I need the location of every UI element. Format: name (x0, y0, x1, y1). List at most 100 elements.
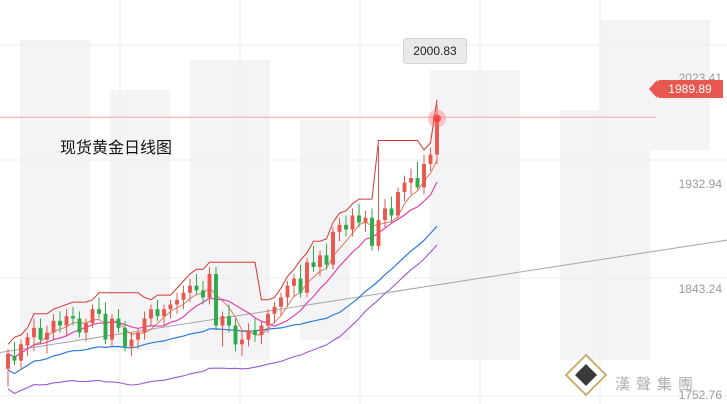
candle-60 (396, 187, 400, 221)
candle-49 (324, 243, 329, 270)
candle-43 (285, 281, 290, 307)
bg-block-4 (430, 70, 520, 360)
chart-title: 现货黄金日线图 (60, 138, 173, 157)
brand-logo-inner (575, 364, 597, 386)
candle-61 (402, 175, 407, 202)
candle-body-7 (51, 320, 56, 333)
candle-4 (32, 318, 36, 352)
candle-body-49 (324, 255, 329, 265)
candle-54 (357, 203, 361, 228)
candle-53 (350, 208, 355, 237)
price-axis-label-3: 1752.76 (679, 388, 723, 402)
candle-0 (6, 348, 10, 387)
candle-41 (272, 302, 277, 324)
candle-24 (162, 304, 166, 326)
candle-42 (279, 292, 283, 317)
candle-9 (64, 309, 69, 335)
candlestick-series (6, 104, 439, 387)
candle-48 (318, 250, 322, 277)
candle-18 (123, 320, 127, 352)
candle-33 (220, 311, 225, 347)
candle-body-63 (415, 177, 420, 188)
candle-body-65 (428, 154, 433, 164)
candle-63 (415, 161, 420, 190)
candle-body-3 (25, 337, 30, 346)
candle-body-36 (240, 339, 244, 345)
candle-body-26 (175, 299, 179, 305)
candle-26 (175, 292, 179, 314)
current-price-tag: 1989.89 (649, 80, 723, 98)
candle-55 (363, 210, 368, 232)
candle-40 (266, 309, 270, 333)
upper-band-line (7, 99, 438, 345)
candle-body-43 (285, 285, 290, 298)
candle-body-64 (422, 163, 426, 188)
candle-body-6 (45, 332, 49, 340)
candle-16 (110, 313, 114, 347)
candle-body-66 (435, 117, 439, 155)
candle-19 (129, 332, 134, 356)
candle-47 (311, 245, 316, 272)
candle-6 (45, 325, 49, 354)
peak-price-label: 2000.83 (403, 38, 467, 64)
candle-31 (207, 266, 212, 305)
candle-22 (149, 304, 153, 326)
candle-29 (194, 274, 199, 296)
current-price-dot (433, 114, 441, 123)
brand-watermark: 漢聲集團 (615, 375, 700, 393)
candle-body-27 (181, 292, 186, 300)
candle-body-52 (344, 224, 348, 230)
candle-46 (305, 257, 309, 298)
candle-body-12 (84, 323, 88, 333)
candle-body-19 (129, 339, 134, 347)
candle-body-47 (311, 262, 316, 267)
bg-block-2 (190, 60, 270, 360)
candle-body-55 (363, 217, 368, 223)
candle-body-24 (162, 309, 166, 317)
candle-36 (240, 330, 244, 356)
candle-body-35 (233, 325, 238, 345)
candle-body-60 (396, 192, 400, 216)
candle-64 (422, 154, 426, 195)
candle-body-62 (409, 177, 413, 183)
candle-39 (259, 320, 264, 345)
candle-body-13 (90, 309, 95, 324)
price-axis-label-1: 1932.94 (679, 177, 723, 191)
candle-8 (58, 311, 62, 333)
candle-body-31 (207, 274, 212, 298)
candle-body-2 (19, 344, 23, 361)
candle-body-25 (168, 304, 173, 310)
candle-23 (155, 299, 160, 321)
candle-37 (246, 323, 251, 347)
candle-body-20 (136, 332, 140, 340)
candle-body-4 (32, 327, 36, 338)
candle-59 (389, 196, 394, 223)
candle-30 (201, 281, 205, 305)
candle-28 (188, 278, 192, 303)
candle-body-29 (194, 285, 199, 291)
bg-block-3 (300, 120, 350, 340)
candle-body-33 (220, 316, 225, 326)
background-pattern (20, 20, 710, 360)
candle-body-42 (279, 297, 283, 307)
candle-body-10 (71, 316, 75, 319)
candle-25 (168, 299, 173, 319)
candle-32 (214, 266, 218, 331)
candle-body-21 (142, 318, 147, 333)
candle-7 (51, 313, 56, 340)
candle-body-8 (58, 320, 62, 326)
candle-body-28 (188, 285, 192, 293)
candle-44 (292, 274, 296, 298)
candle-2 (19, 339, 23, 371)
candle-body-57 (376, 220, 381, 246)
candle-body-48 (318, 255, 322, 267)
candle-body-23 (155, 309, 160, 317)
candle-body-0 (6, 353, 10, 369)
candle-34 (227, 304, 231, 333)
candle-body-61 (402, 182, 407, 193)
candle-body-59 (389, 208, 394, 216)
candle-1 (12, 341, 17, 366)
candle-body-30 (201, 290, 205, 298)
